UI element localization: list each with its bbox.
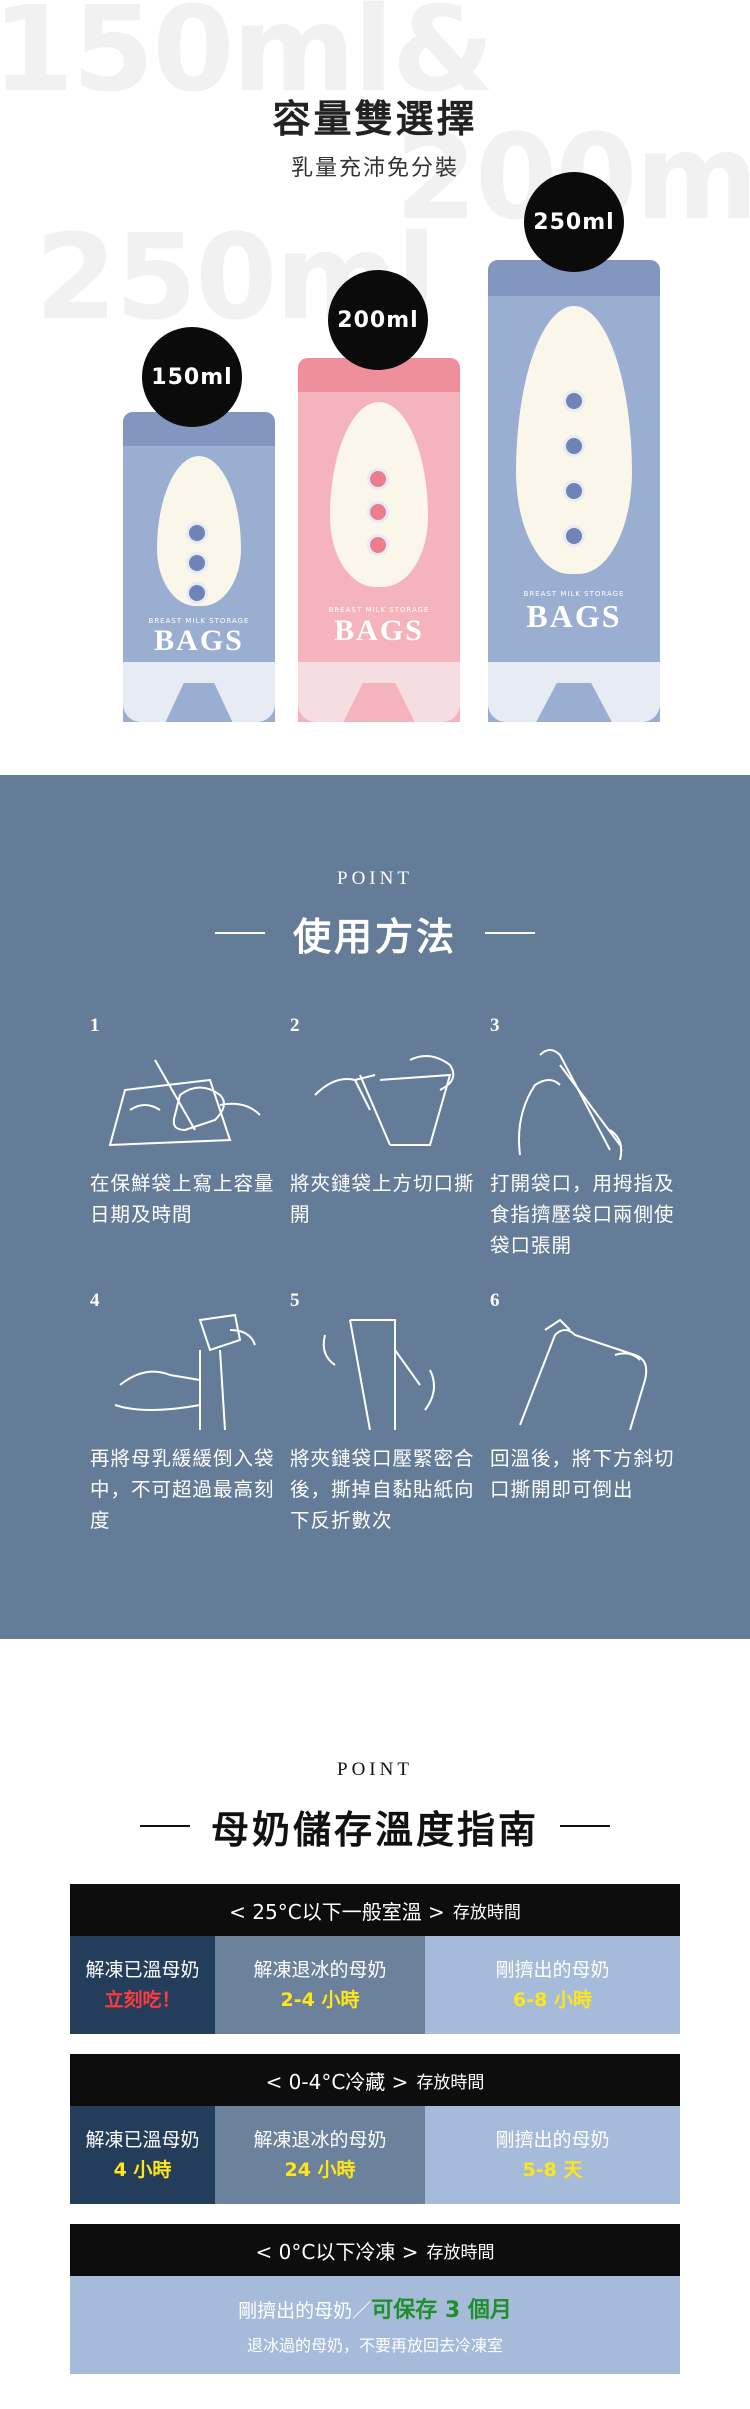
freezer-line-2: 退冰過的母奶，不要再放回去冷凍室 (246, 2336, 503, 2355)
milk-bag-250ml: BREAST MILK STORAGE BAGS (488, 260, 660, 722)
cut-and-pour-icon (519, 1318, 648, 1431)
room-temp-table: < 25°C以下一般室溫 > 存放時間 解凍已溫母奶 立刻吃！ 解凍退冰的母奶 … (70, 1884, 680, 2034)
step-text: 再將母乳緩緩倒入袋中，不可超過最高刻度 (90, 1447, 275, 1532)
write-on-bag-icon (108, 1059, 261, 1147)
step-6: 6 回溫後，將下方斜切口撕開即可倒出 (490, 1290, 680, 1550)
table-cell: 剛擠出的母奶 5-8 天 (425, 2106, 680, 2204)
pour-milk-icon (114, 1313, 256, 1431)
open-bag-mouth-icon (518, 1049, 623, 1160)
table-cell: 解凍退冰的母奶 2-4 小時 (215, 1936, 425, 2034)
table-header: < 0-4°C冷藏 > 存放時間 (70, 2054, 680, 2106)
fridge-table: < 0-4°C冷藏 > 存放時間 解凍已溫母奶 4 小時 解凍退冰的母奶 24 … (70, 2054, 680, 2204)
cell-label: 解凍已溫母奶 (85, 2129, 200, 2151)
bag-label: BAGS (526, 598, 622, 634)
size-badge-150ml: 150ml (142, 327, 242, 427)
step-2: 2 將夾鏈袋上方切口撕開 (290, 1015, 480, 1275)
header-sub: 存放時間 (416, 2072, 485, 2093)
table-header: < 25°C以下一般室溫 > 存放時間 (70, 1884, 680, 1936)
size-badge-250ml: 250ml (524, 172, 624, 272)
freezer-line-1: 剛擠出的母奶／可保存 3 個月 (70, 2292, 680, 2324)
storage-title: 母奶儲存溫度指南 (210, 1808, 539, 1852)
cell-value: 24 小時 (284, 2159, 356, 2181)
cell-label: 剛擠出的母奶 (238, 2300, 353, 2322)
step-number: 6 (490, 1290, 500, 1311)
cell-value: 5-8 天 (522, 2159, 583, 2181)
step-3: 3 打開袋口，用拇指及食指擠壓袋口兩側使袋口張開 (490, 1015, 680, 1275)
step-text: 打開袋口，用拇指及食指擠壓袋口兩側使袋口張開 (490, 1172, 675, 1257)
cell-label: 解凍已溫母奶 (85, 1959, 200, 1981)
bag-label: BAGS (154, 624, 244, 657)
usage-section: POINT 使用方法 1 在保鮮袋上寫上容量日期及時間 2 將夾鏈袋上方切口撕開… (0, 775, 750, 1639)
capacity-section: 150ml& 200ml 250ml 容量雙選擇 乳量充沛免分裝 BREAST … (0, 0, 750, 775)
header-temp: < 0°C以下冷凍 > (255, 2239, 419, 2264)
seal-and-fold-icon (322, 1319, 435, 1431)
header-sub: 存放時間 (426, 2242, 495, 2263)
bag-small-label: BREAST MILK STORAGE (523, 590, 625, 598)
step-number: 4 (90, 1290, 100, 1311)
header-temp: < 25°C以下一般室溫 > (229, 1899, 445, 1924)
cell-label: 剛擠出的母奶 (495, 2129, 610, 2151)
bag-label: BAGS (334, 614, 424, 647)
step-text: 將夾鏈袋口壓緊密合後，撕掉自黏貼紙向下反折數次 (290, 1447, 475, 1532)
title-rule-left (215, 932, 265, 934)
title-rule-right (485, 932, 535, 934)
cell-value: 2-4 小時 (280, 1989, 360, 2011)
separator: ／ (352, 2300, 372, 2322)
step-text: 在保鮮袋上寫上容量日期及時間 (90, 1172, 275, 1226)
step-text: 回溫後，將下方斜切口撕開即可倒出 (490, 1447, 675, 1501)
cell-label: 解凍退冰的母奶 (253, 2129, 387, 2151)
table-cell: 解凍已溫母奶 4 小時 (70, 2106, 215, 2204)
size-badge-200ml: 200ml (328, 270, 428, 370)
cell-label: 剛擠出的母奶 (495, 1959, 610, 1981)
cell-value: 立刻吃！ (104, 1989, 181, 2011)
table-cell: 解凍已溫母奶 立刻吃！ (70, 1936, 215, 2034)
bag-small-label: BREAST MILK STORAGE (148, 617, 250, 625)
freezer-cell: 剛擠出的母奶／可保存 3 個月 退冰過的母奶，不要再放回去冷凍室 (70, 2276, 680, 2374)
step-text: 將夾鏈袋上方切口撕開 (290, 1172, 475, 1226)
usage-title: 使用方法 (292, 915, 457, 959)
table-cell: 解凍退冰的母奶 24 小時 (215, 2106, 425, 2204)
cell-value: 4 小時 (113, 2159, 172, 2181)
step-4: 4 再將母乳緩緩倒入袋中，不可超過最高刻度 (90, 1290, 280, 1550)
freezer-table: < 0°C以下冷凍 > 存放時間 剛擠出的母奶／可保存 3 個月 退冰過的母奶，… (70, 2224, 680, 2374)
cell-label: 解凍退冰的母奶 (253, 1959, 387, 1981)
step-1: 1 在保鮮袋上寫上容量日期及時間 (90, 1015, 280, 1275)
step-number: 2 (290, 1015, 300, 1036)
point-label: POINT (337, 1759, 413, 1780)
point-label: POINT (337, 868, 413, 889)
capacity-subtitle: 乳量充沛免分裝 (290, 156, 459, 181)
milk-bag-200ml: BREAST MILK STORAGE BAGS (298, 358, 460, 722)
milk-bag-150ml: BREAST MILK STORAGE BAGS (123, 412, 275, 722)
title-rule-left (140, 1825, 190, 1827)
step-5: 5 將夾鏈袋口壓緊密合後，撕掉自黏貼紙向下反折數次 (290, 1290, 480, 1550)
step-number: 1 (90, 1015, 100, 1036)
header-temp: < 0-4°C冷藏 > (265, 2069, 409, 2094)
capacity-title: 容量雙選擇 (272, 97, 478, 141)
cell-value: 可保存 3 個月 (371, 2298, 512, 2323)
table-cell: 剛擠出的母奶 6-8 小時 (425, 1936, 680, 2034)
tear-open-icon (314, 1055, 455, 1146)
storage-section: POINT 母奶儲存溫度指南 < 25°C以下一般室溫 > 存放時間 解凍已溫母… (0, 1639, 750, 2409)
step-number: 5 (290, 1290, 300, 1311)
cell-value: 6-8 小時 (513, 1989, 592, 2011)
table-header: < 0°C以下冷凍 > 存放時間 (70, 2224, 680, 2276)
bag-small-label: BREAST MILK STORAGE (328, 606, 430, 614)
title-rule-right (560, 1825, 610, 1827)
step-number: 3 (490, 1015, 500, 1036)
header-sub: 存放時間 (452, 1902, 521, 1923)
watermark-text: 150ml& (0, 0, 495, 118)
